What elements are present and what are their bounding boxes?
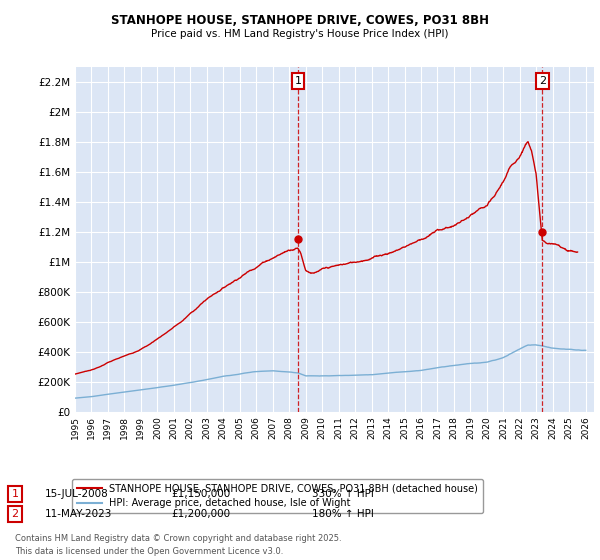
Text: 1: 1	[295, 76, 302, 86]
Text: £1,200,000: £1,200,000	[171, 509, 230, 519]
Text: Contains HM Land Registry data © Crown copyright and database right 2025.: Contains HM Land Registry data © Crown c…	[15, 534, 341, 543]
Legend: STANHOPE HOUSE, STANHOPE DRIVE, COWES, PO31 8BH (detached house), HPI: Average p: STANHOPE HOUSE, STANHOPE DRIVE, COWES, P…	[73, 479, 483, 514]
Text: 2: 2	[11, 509, 19, 519]
Text: 2: 2	[539, 76, 546, 86]
Text: 15-JUL-2008: 15-JUL-2008	[45, 489, 109, 499]
Text: Price paid vs. HM Land Registry's House Price Index (HPI): Price paid vs. HM Land Registry's House …	[151, 29, 449, 39]
Text: £1,150,000: £1,150,000	[171, 489, 230, 499]
Text: 330% ↑ HPI: 330% ↑ HPI	[312, 489, 374, 499]
Text: 1: 1	[11, 489, 19, 499]
Text: STANHOPE HOUSE, STANHOPE DRIVE, COWES, PO31 8BH: STANHOPE HOUSE, STANHOPE DRIVE, COWES, P…	[111, 14, 489, 27]
Text: This data is licensed under the Open Government Licence v3.0.: This data is licensed under the Open Gov…	[15, 547, 283, 556]
Text: 11-MAY-2023: 11-MAY-2023	[45, 509, 112, 519]
Text: 180% ↑ HPI: 180% ↑ HPI	[312, 509, 374, 519]
